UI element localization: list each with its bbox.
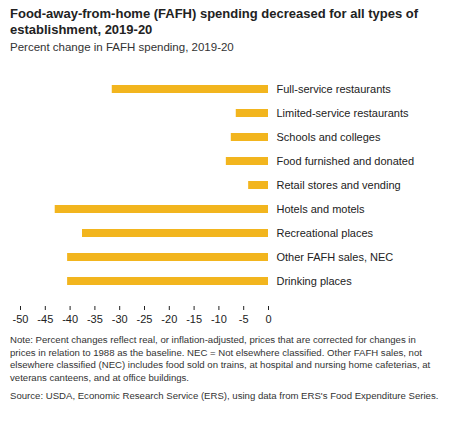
svg-text:-10: -10: [211, 313, 227, 325]
svg-text:-15: -15: [186, 313, 202, 325]
svg-text:Limited-service restaurants: Limited-service restaurants: [277, 107, 410, 119]
svg-text:0: 0: [265, 313, 271, 325]
svg-text:Drinking places: Drinking places: [277, 275, 353, 287]
html-text:Food-away-from-home (FAFH) spe: Food-away-from-home (FAFH) spending decr…: [10, 6, 419, 37]
svg-text:Other FAFH sales, NEC: Other FAFH sales, NEC: [277, 251, 394, 263]
svg-text:-50: -50: [13, 313, 29, 325]
svg-text:Food furnished and donated: Food furnished and donated: [277, 155, 415, 167]
svg-text:-40: -40: [62, 313, 78, 325]
svg-text:-45: -45: [37, 313, 53, 325]
html-text:Source: USDA, Economic Researc: Source: USDA, Economic Research Service …: [10, 390, 439, 401]
svg-text:-35: -35: [87, 313, 103, 325]
svg-text:Retail stores and vending: Retail stores and vending: [277, 179, 401, 191]
svg-text:-5: -5: [239, 313, 249, 325]
svg-text:Full-service restaurants: Full-service restaurants: [277, 83, 392, 95]
html-text:Percent change in FAFH spendin: Percent change in FAFH spending, 2019-20: [10, 41, 234, 53]
svg-text:Hotels and motels: Hotels and motels: [277, 203, 366, 215]
svg-text:Schools and colleges: Schools and colleges: [277, 131, 381, 143]
svg-text:Recreational places: Recreational places: [277, 227, 374, 239]
svg-text:-20: -20: [161, 313, 177, 325]
svg-text:-30: -30: [112, 313, 128, 325]
html-text:Note: Percent changes reflect: Note: Percent changes reflect real, or i…: [10, 334, 431, 383]
svg-text:-25: -25: [137, 313, 153, 325]
